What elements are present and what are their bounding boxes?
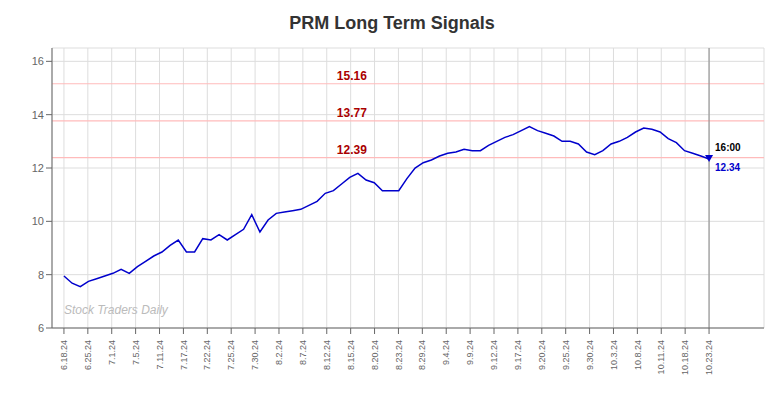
svg-text:9.12.24: 9.12.24	[489, 340, 499, 370]
svg-text:8.2.24: 8.2.24	[274, 340, 284, 365]
svg-text:9.20.24: 9.20.24	[537, 340, 547, 370]
svg-text:7.11.24: 7.11.24	[155, 340, 165, 369]
svg-text:7.1.24: 7.1.24	[107, 340, 117, 365]
svg-text:8.12.24: 8.12.24	[322, 340, 332, 370]
svg-text:9.17.24: 9.17.24	[513, 340, 523, 370]
svg-text:8: 8	[38, 269, 44, 281]
svg-text:12: 12	[32, 162, 44, 174]
svg-text:7.22.24: 7.22.24	[202, 340, 212, 370]
svg-text:7.30.24: 7.30.24	[250, 340, 260, 370]
svg-text:9.4.24: 9.4.24	[441, 340, 451, 365]
svg-text:8.20.24: 8.20.24	[370, 340, 380, 370]
svg-text:10.3.24: 10.3.24	[609, 340, 619, 370]
svg-text:6.18.24: 6.18.24	[59, 340, 69, 370]
svg-text:9.9.24: 9.9.24	[465, 340, 475, 365]
svg-text:9.30.24: 9.30.24	[585, 340, 595, 370]
svg-text:6: 6	[38, 322, 44, 334]
svg-text:10.8.24: 10.8.24	[633, 340, 643, 370]
svg-text:15.16: 15.16	[337, 69, 367, 83]
svg-text:12.39: 12.39	[337, 143, 367, 157]
svg-text:7.25.24: 7.25.24	[226, 340, 236, 370]
svg-text:10: 10	[32, 215, 44, 227]
svg-text:8.7.24: 8.7.24	[298, 340, 308, 365]
svg-text:10.18.24: 10.18.24	[680, 340, 690, 375]
svg-text:14: 14	[32, 109, 44, 121]
svg-text:8.29.24: 8.29.24	[417, 340, 427, 370]
svg-text:Stock Traders Daily: Stock Traders Daily	[64, 303, 169, 317]
svg-text:6.25.24: 6.25.24	[83, 340, 93, 370]
svg-text:8.15.24: 8.15.24	[346, 340, 356, 370]
svg-text:16: 16	[32, 55, 44, 67]
svg-text:10.11.24: 10.11.24	[656, 340, 666, 374]
svg-text:8.23.24: 8.23.24	[394, 340, 404, 370]
svg-text:7.5.24: 7.5.24	[131, 340, 141, 365]
svg-text:13.77: 13.77	[337, 106, 367, 120]
svg-text:9.25.24: 9.25.24	[561, 340, 571, 370]
svg-text:16:00: 16:00	[715, 142, 741, 153]
svg-text:10.23.24: 10.23.24	[704, 340, 714, 375]
svg-text:7.17.24: 7.17.24	[179, 340, 189, 370]
svg-text:12.34: 12.34	[715, 162, 740, 173]
html-text:PRM Long Term Signals: PRM Long Term Signals	[289, 13, 495, 33]
